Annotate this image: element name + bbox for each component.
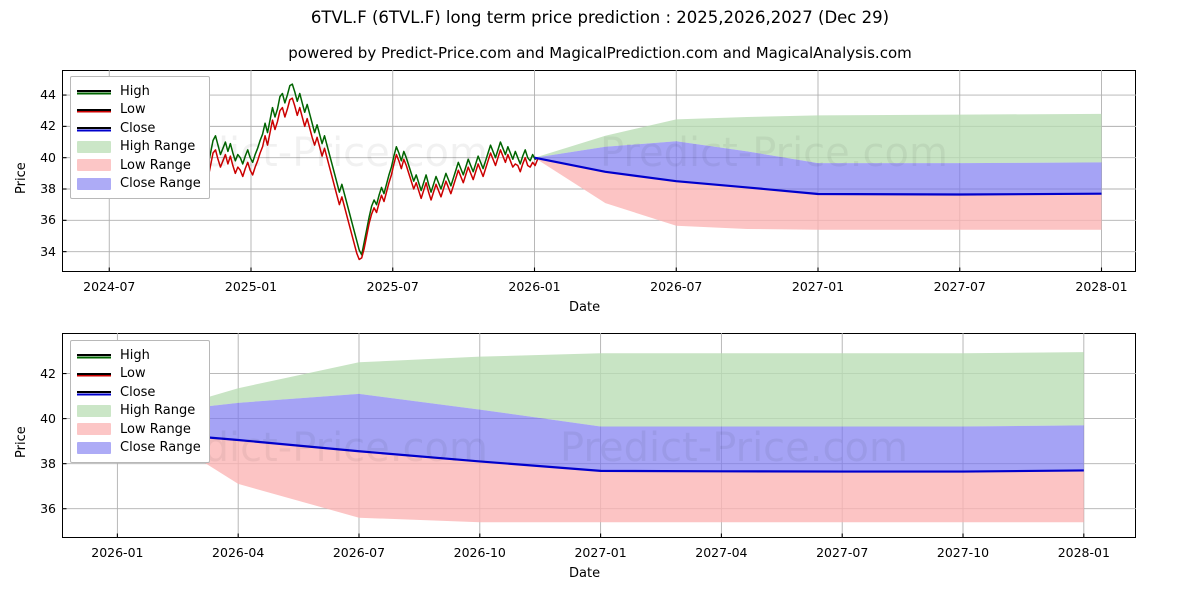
top-legend-swatch-icon: [77, 177, 111, 190]
top-legend-item: Low Range: [77, 156, 201, 175]
bottom-y-tick-label: 42: [40, 365, 56, 381]
bottom-x-tick-label: 2026-01: [91, 545, 144, 560]
bottom-y-tick-label: 38: [40, 455, 56, 471]
top-legend-label: High: [120, 83, 150, 99]
top-legend-label: Low: [120, 102, 146, 118]
bottom-chart-panel: [62, 333, 1136, 538]
bottom-chart-legend: High Low Close High Range Low Range Close Ran…: [70, 340, 210, 463]
top-x-axis-label: Date: [569, 300, 601, 315]
top-legend-label: High Range: [120, 139, 196, 155]
top-legend-swatch-icon: [77, 140, 111, 153]
bottom-legend-label: Low Range: [120, 421, 191, 437]
top-legend-item: Close Range: [77, 175, 201, 194]
low-range-band: [157, 433, 1084, 523]
page-title: 6TVL.F (6TVL.F) long term price predicti…: [310, 8, 890, 27]
top-y-tick-label: 36: [40, 212, 56, 228]
top-y-tick-label: 42: [40, 118, 56, 134]
top-legend-item: Close: [77, 119, 201, 138]
bottom-x-tick-label: 2027-01: [574, 545, 627, 560]
top-legend-item: High Range: [77, 138, 201, 157]
bottom-x-tick-label: 2028-01: [1057, 545, 1110, 560]
bottom-legend-label: High: [120, 347, 150, 363]
bottom-x-tick-label: 2027-10: [936, 545, 990, 560]
bottom-plot-canvas: [62, 333, 1136, 538]
top-x-tick-label: 2026-01: [508, 279, 561, 294]
top-legend-swatch-icon: [77, 85, 111, 98]
top-x-tick-label: 2028-01: [1075, 279, 1128, 294]
bottom-x-tick-label: 2026-04: [212, 545, 265, 560]
top-chart-panel: [62, 70, 1136, 272]
bottom-x-tick-label: 2026-10: [453, 545, 506, 560]
bottom-legend-swatch-icon: [77, 441, 111, 454]
top-x-tick-label: 2025-07: [366, 279, 419, 294]
top-x-tick-label: 2027-07: [933, 279, 986, 294]
bottom-legend-item: High Range: [77, 402, 201, 421]
low-range-band: [534, 157, 1102, 230]
bottom-legend-swatch-icon: [77, 386, 111, 399]
bottom-x-axis-label: Date: [569, 566, 601, 581]
top-legend-swatch-icon: [77, 122, 111, 135]
bottom-legend-item: Low Range: [77, 420, 201, 439]
bottom-y-axis-label: Price: [14, 426, 29, 458]
top-legend-item: High: [77, 82, 201, 101]
top-y-tick-label: 44: [40, 87, 56, 103]
top-y-tick-label: 38: [40, 181, 56, 196]
bottom-legend-swatch-icon: [77, 367, 111, 380]
top-chart-legend: High Low Close High Range Low Range Close Ran…: [70, 76, 210, 199]
bottom-legend-item: Close Range: [77, 439, 201, 458]
bottom-legend-swatch-icon: [77, 349, 111, 362]
close-forecast-line: [534, 156, 1102, 196]
top-legend-swatch-icon: [77, 103, 111, 116]
top-legend-swatch-icon: [77, 159, 111, 172]
top-legend-label: Close: [120, 120, 156, 136]
high-range-band: [157, 352, 1084, 427]
top-legend-label: Low Range: [120, 157, 191, 173]
bottom-legend-label: Close: [120, 384, 156, 400]
bottom-x-tick-label: 2026-07: [332, 545, 386, 560]
bottom-x-tick-label: 2027-07: [816, 545, 869, 560]
bottom-legend-item: Close: [77, 383, 201, 402]
close-range-band: [157, 393, 1084, 472]
top-legend-label: Close Range: [120, 176, 201, 192]
bottom-legend-label: Low: [120, 366, 146, 382]
top-x-tick-label: 2026-07: [650, 279, 703, 294]
bottom-y-tick-label: 36: [40, 500, 56, 516]
close-forecast-line: [157, 432, 1084, 473]
bottom-legend-item: High: [77, 346, 201, 365]
top-x-tick-label: 2027-01: [791, 279, 845, 294]
bottom-x-tick-label: 2027-04: [695, 545, 748, 560]
bottom-legend-swatch-icon: [77, 423, 111, 436]
bottom-legend-swatch-icon: [77, 404, 111, 417]
top-x-tick-label: 2025-01: [224, 279, 278, 294]
bottom-y-tick-label: 40: [40, 410, 56, 426]
high-range-band: [534, 113, 1102, 164]
bottom-legend-item: Low: [77, 365, 201, 384]
top-x-tick-label: 2024-07: [83, 279, 136, 294]
top-y-tick-label: 34: [40, 243, 56, 259]
bottom-legend-label: Close Range: [120, 440, 201, 456]
top-plot-canvas: [62, 70, 1136, 272]
bottom-legend-label: High Range: [120, 403, 196, 419]
page-subtitle: powered by Predict-Price.com and Magical…: [288, 44, 912, 62]
top-legend-item: Low: [77, 101, 201, 120]
top-y-tick-label: 40: [40, 149, 56, 165]
